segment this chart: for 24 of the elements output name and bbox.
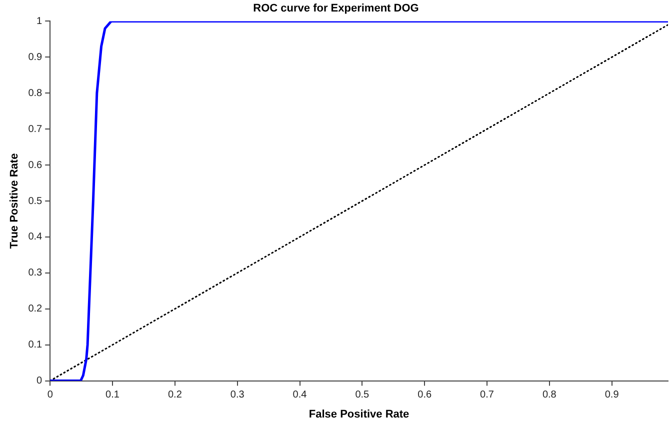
y-tick-label: 0.3: [28, 268, 43, 279]
y-tick-label: 0: [36, 376, 43, 387]
x-tick-label: 0.4: [292, 390, 308, 401]
y-tick-label: 0.4: [28, 232, 43, 243]
x-tick-label: 0.2: [168, 390, 182, 401]
y-tick-label: 0.2: [28, 304, 43, 315]
x-tick-label: 0: [47, 390, 54, 401]
chart-title: ROC curve for Experiment DOG: [253, 2, 419, 15]
x-axis-title: False Positive Rate: [308, 408, 410, 420]
x-tick-label: 0.8: [542, 390, 557, 401]
y-tick-label: 0.9: [28, 52, 43, 63]
x-tick-label: 0.5: [355, 390, 370, 401]
y-tick-label: 0.8: [28, 88, 43, 99]
x-tick-label: 0.1: [106, 390, 120, 401]
x-tick-label: 0.7: [480, 390, 494, 401]
y-axis-title: True Positive Rate: [8, 153, 21, 249]
y-tick-label: 0.5: [28, 196, 43, 207]
y-tick-label: 1: [36, 16, 43, 27]
x-tick-label: 0.3: [230, 390, 245, 401]
x-tick-label: 0.6: [418, 390, 432, 401]
y-tick-label: 0.6: [28, 160, 43, 171]
x-tick-label: 0.9: [604, 390, 620, 401]
y-tick-label: 0.1: [28, 340, 43, 351]
y-tick-label: 0.7: [28, 124, 43, 135]
